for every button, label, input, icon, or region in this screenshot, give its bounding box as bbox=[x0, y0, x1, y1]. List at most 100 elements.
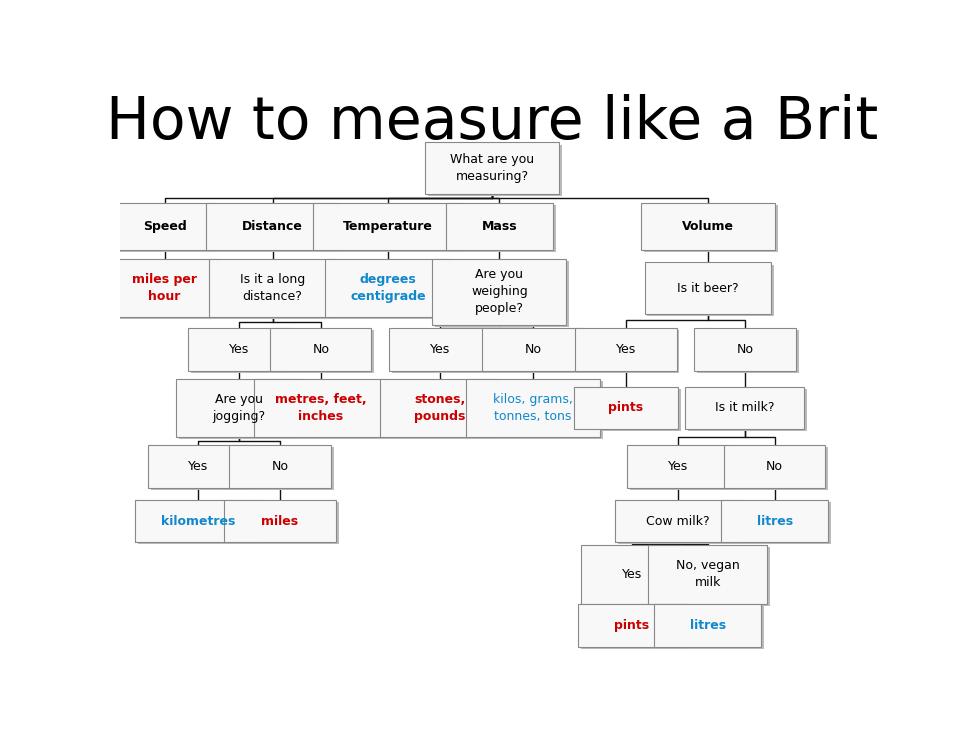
Text: pints: pints bbox=[614, 619, 649, 632]
FancyBboxPatch shape bbox=[393, 330, 493, 373]
FancyBboxPatch shape bbox=[575, 328, 677, 371]
Text: Yes: Yes bbox=[430, 343, 450, 356]
Text: No: No bbox=[736, 343, 754, 356]
FancyBboxPatch shape bbox=[138, 502, 264, 545]
FancyBboxPatch shape bbox=[449, 206, 556, 252]
Text: No: No bbox=[312, 343, 329, 356]
Text: No: No bbox=[524, 343, 541, 356]
Text: Are you
weighing
people?: Are you weighing people? bbox=[471, 268, 528, 316]
FancyBboxPatch shape bbox=[208, 206, 343, 252]
FancyBboxPatch shape bbox=[209, 258, 336, 317]
FancyBboxPatch shape bbox=[578, 330, 680, 373]
Text: Yes: Yes bbox=[668, 460, 688, 473]
FancyBboxPatch shape bbox=[658, 606, 764, 649]
FancyBboxPatch shape bbox=[114, 206, 221, 252]
FancyBboxPatch shape bbox=[445, 203, 553, 250]
FancyBboxPatch shape bbox=[578, 604, 685, 647]
FancyBboxPatch shape bbox=[651, 547, 770, 606]
Text: No: No bbox=[272, 460, 288, 473]
FancyBboxPatch shape bbox=[644, 263, 771, 313]
FancyBboxPatch shape bbox=[585, 547, 685, 606]
FancyBboxPatch shape bbox=[647, 264, 774, 316]
FancyBboxPatch shape bbox=[313, 203, 463, 250]
Text: Distance: Distance bbox=[242, 220, 303, 233]
FancyBboxPatch shape bbox=[191, 330, 293, 373]
FancyBboxPatch shape bbox=[151, 448, 252, 490]
Text: kilos, grams,
tonnes, tons: kilos, grams, tonnes, tons bbox=[493, 393, 573, 423]
FancyBboxPatch shape bbox=[614, 500, 741, 542]
FancyBboxPatch shape bbox=[654, 604, 761, 647]
FancyBboxPatch shape bbox=[688, 389, 807, 432]
Text: degrees
centigrade: degrees centigrade bbox=[350, 273, 425, 303]
Text: Is it beer?: Is it beer? bbox=[677, 282, 738, 294]
Text: Are you
jogging?: Are you jogging? bbox=[212, 393, 266, 423]
FancyBboxPatch shape bbox=[324, 258, 451, 317]
FancyBboxPatch shape bbox=[205, 203, 340, 250]
FancyBboxPatch shape bbox=[724, 446, 826, 488]
Text: litres: litres bbox=[756, 515, 793, 528]
FancyBboxPatch shape bbox=[428, 145, 562, 196]
FancyBboxPatch shape bbox=[111, 203, 218, 250]
FancyBboxPatch shape bbox=[383, 381, 502, 440]
FancyBboxPatch shape bbox=[644, 206, 778, 252]
Text: miles: miles bbox=[261, 515, 299, 528]
FancyBboxPatch shape bbox=[212, 261, 339, 319]
FancyBboxPatch shape bbox=[486, 330, 587, 373]
Text: miles per
hour: miles per hour bbox=[132, 273, 197, 303]
FancyBboxPatch shape bbox=[694, 328, 796, 371]
Text: Yes: Yes bbox=[188, 460, 208, 473]
FancyBboxPatch shape bbox=[134, 500, 261, 542]
Text: Yes: Yes bbox=[622, 568, 642, 581]
Text: Yes: Yes bbox=[615, 343, 636, 356]
FancyBboxPatch shape bbox=[425, 142, 559, 194]
Text: Is it a long
distance?: Is it a long distance? bbox=[240, 273, 305, 303]
FancyBboxPatch shape bbox=[436, 261, 569, 327]
Text: Yes: Yes bbox=[228, 343, 250, 356]
FancyBboxPatch shape bbox=[176, 379, 302, 437]
FancyBboxPatch shape bbox=[188, 328, 290, 371]
FancyBboxPatch shape bbox=[271, 328, 372, 371]
FancyBboxPatch shape bbox=[641, 203, 775, 250]
FancyBboxPatch shape bbox=[257, 381, 391, 440]
Text: No: No bbox=[766, 460, 783, 473]
FancyBboxPatch shape bbox=[108, 258, 221, 317]
FancyBboxPatch shape bbox=[581, 545, 683, 603]
FancyBboxPatch shape bbox=[574, 387, 678, 429]
FancyBboxPatch shape bbox=[482, 328, 584, 371]
Text: Speed: Speed bbox=[143, 220, 186, 233]
FancyBboxPatch shape bbox=[727, 448, 828, 490]
FancyBboxPatch shape bbox=[232, 448, 333, 490]
Text: Mass: Mass bbox=[482, 220, 517, 233]
Text: No, vegan
milk: No, vegan milk bbox=[676, 559, 739, 589]
FancyBboxPatch shape bbox=[229, 446, 330, 488]
Text: kilometres: kilometres bbox=[161, 515, 235, 528]
Text: How to measure like a Brit: How to measure like a Brit bbox=[106, 94, 878, 150]
Text: Cow milk?: Cow milk? bbox=[646, 515, 709, 528]
FancyBboxPatch shape bbox=[577, 389, 681, 432]
FancyBboxPatch shape bbox=[390, 328, 491, 371]
FancyBboxPatch shape bbox=[225, 500, 336, 542]
Text: stones,
pounds: stones, pounds bbox=[414, 393, 466, 423]
FancyBboxPatch shape bbox=[617, 502, 744, 545]
FancyBboxPatch shape bbox=[648, 545, 767, 603]
Text: Volume: Volume bbox=[682, 220, 733, 233]
FancyBboxPatch shape bbox=[148, 446, 249, 488]
FancyBboxPatch shape bbox=[697, 330, 799, 373]
FancyBboxPatch shape bbox=[228, 502, 339, 545]
FancyBboxPatch shape bbox=[253, 379, 388, 437]
FancyBboxPatch shape bbox=[179, 381, 305, 440]
FancyBboxPatch shape bbox=[721, 500, 828, 542]
Text: litres: litres bbox=[689, 619, 726, 632]
FancyBboxPatch shape bbox=[628, 446, 729, 488]
Text: Is it milk?: Is it milk? bbox=[715, 401, 775, 415]
Text: metres, feet,
inches: metres, feet, inches bbox=[276, 393, 367, 423]
FancyBboxPatch shape bbox=[466, 379, 600, 437]
FancyBboxPatch shape bbox=[317, 206, 466, 252]
FancyBboxPatch shape bbox=[380, 379, 499, 437]
FancyBboxPatch shape bbox=[327, 261, 454, 319]
Text: pints: pints bbox=[609, 401, 643, 415]
Text: What are you
measuring?: What are you measuring? bbox=[450, 153, 534, 183]
FancyBboxPatch shape bbox=[432, 258, 566, 325]
FancyBboxPatch shape bbox=[631, 448, 732, 490]
Text: Temperature: Temperature bbox=[343, 220, 433, 233]
